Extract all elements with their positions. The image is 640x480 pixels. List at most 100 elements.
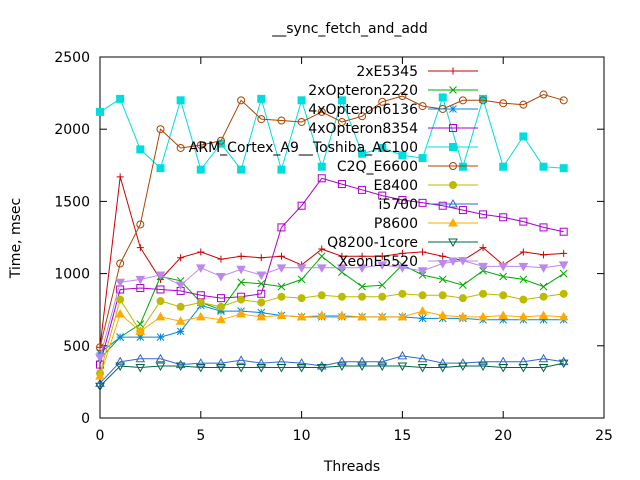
data-point (136, 220, 145, 229)
data-point (256, 363, 267, 373)
data-point (479, 244, 487, 252)
data-point (438, 291, 447, 300)
data-point (459, 281, 467, 290)
data-point (418, 198, 427, 207)
data-point (518, 311, 529, 321)
legend-item: 4xOpteron6136 (308, 102, 478, 118)
data-point (398, 249, 406, 257)
series-layer (95, 90, 569, 392)
data-point (458, 206, 467, 215)
series-line (99, 177, 564, 365)
data-point (216, 314, 226, 324)
data-point (195, 264, 206, 273)
data-point (519, 248, 527, 256)
data-point (438, 201, 447, 210)
data-point (317, 174, 326, 183)
legend-item: C2Q_E6600 (337, 159, 478, 175)
data-point (499, 213, 508, 222)
legend-marker (448, 238, 458, 248)
data-point (398, 289, 407, 298)
data-point (135, 275, 146, 285)
data-point (257, 289, 266, 298)
legend-item: 2xOpteron2220 (308, 83, 478, 99)
legend-item: Q8200-1core (327, 235, 478, 251)
legend-label: Q8200-1core (327, 235, 418, 251)
data-point (115, 309, 126, 318)
data-point (176, 302, 185, 311)
data-point (358, 149, 367, 158)
legend-label: P8600 (374, 216, 418, 232)
data-point (358, 252, 366, 260)
legend-item: E8400 (374, 178, 478, 194)
data-point (277, 165, 286, 174)
data-point (276, 264, 287, 273)
data-point (538, 363, 549, 373)
data-point (316, 264, 327, 273)
data-point (518, 262, 529, 272)
data-point (317, 291, 326, 300)
data-point (115, 362, 126, 372)
data-point (479, 289, 488, 298)
data-point (95, 353, 105, 363)
legend-marker (448, 257, 458, 267)
data-point (217, 307, 225, 315)
data-point (498, 356, 509, 366)
data-point (418, 154, 427, 163)
series-line (99, 304, 564, 354)
data-point (237, 96, 246, 105)
data-point (115, 356, 126, 366)
data-point (458, 162, 467, 171)
data-point (135, 363, 146, 373)
data-point (257, 298, 266, 307)
legend-marker (449, 162, 457, 170)
legend-label: 2xOpteron2220 (308, 83, 418, 99)
data-point (539, 292, 548, 301)
data-point (236, 355, 246, 364)
data-point (419, 248, 427, 256)
legend-label: C2Q_E6600 (337, 159, 418, 175)
data-point (116, 259, 125, 268)
data-point (297, 117, 306, 126)
data-point (196, 165, 205, 174)
series-0 (96, 173, 568, 351)
y-axis-label: Time, msec (8, 198, 24, 279)
legend: 2xE5345 2xOpteron2220 4xOpteron6136 4xOpter… (189, 64, 478, 270)
data-point (458, 96, 467, 105)
data-point (195, 363, 206, 373)
data-point (296, 363, 307, 373)
legend-marker (449, 143, 457, 151)
data-point (377, 311, 388, 321)
data-point (479, 210, 488, 219)
data-point (176, 96, 185, 105)
data-point (539, 315, 548, 324)
legend-marker (449, 124, 457, 132)
legend-label: ARM_Cortex_A9__Toshiba_AC100 (189, 140, 418, 156)
data-point (216, 358, 226, 367)
data-point (176, 143, 185, 152)
data-point (518, 363, 529, 373)
data-point (196, 141, 205, 150)
data-point (357, 264, 367, 273)
data-point (398, 195, 407, 204)
legend-marker (449, 181, 457, 189)
y-tick-label: 2000 (54, 122, 90, 138)
data-point (540, 251, 548, 259)
data-point (499, 162, 508, 171)
data-point (559, 96, 568, 105)
legend-item: XeonE5520 (339, 254, 478, 270)
data-point (397, 362, 408, 372)
legend-label: XeonE5520 (339, 254, 419, 270)
data-point (135, 353, 146, 363)
legend-marker (449, 86, 457, 94)
data-point (277, 252, 285, 260)
data-point (519, 132, 528, 141)
data-point (377, 362, 388, 372)
legend-label: 2xE5345 (356, 64, 418, 80)
data-point (558, 311, 569, 321)
x-tick-label: 25 (595, 428, 613, 444)
data-point (297, 96, 306, 105)
data-point (558, 359, 569, 369)
y-tick-label: 0 (81, 411, 90, 427)
data-point (559, 269, 568, 278)
legend-item: 2xE5345 (356, 64, 478, 80)
